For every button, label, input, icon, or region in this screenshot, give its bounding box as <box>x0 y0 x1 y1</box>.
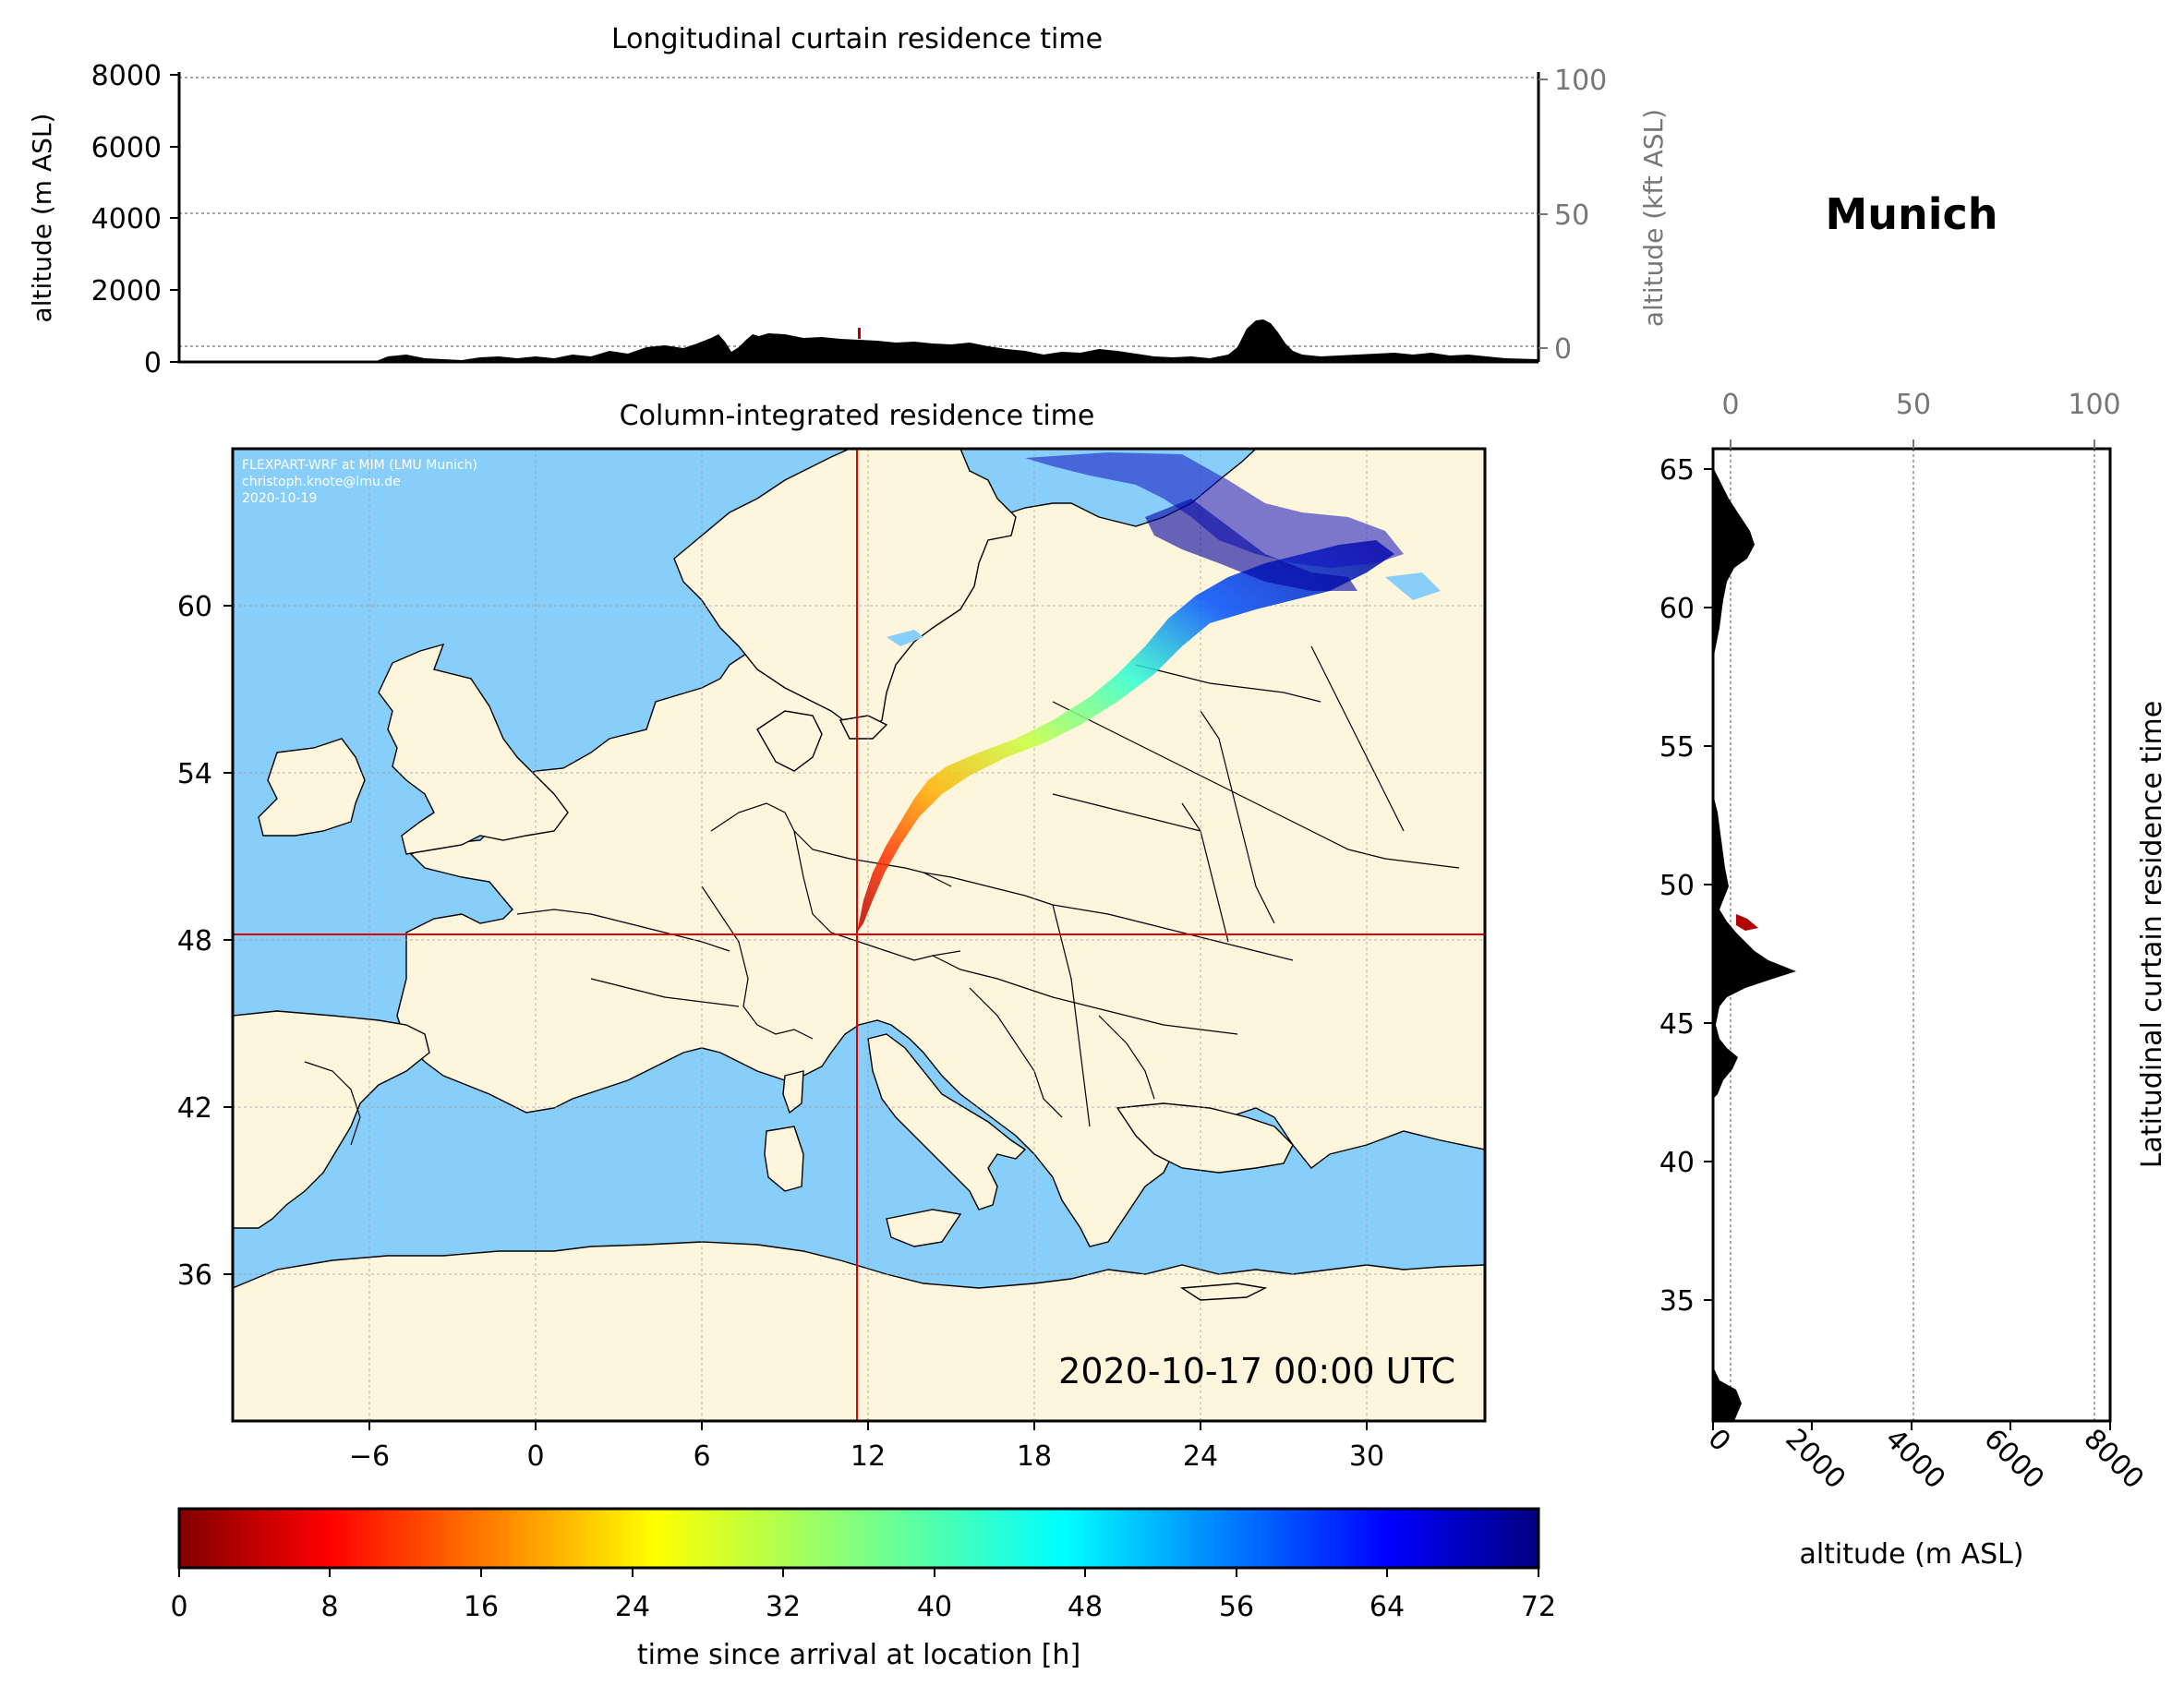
lat-curtain-xtick: 6000 <box>1977 1423 2050 1496</box>
colorbar-tick: 48 <box>1068 1591 1103 1623</box>
lat-curtain-xtick: 8000 <box>2077 1423 2150 1496</box>
lon-curtain-ytick-right: 100 <box>1554 65 1607 97</box>
credit-line: FLEXPART-WRF at MIM (LMU Munich) <box>242 458 477 473</box>
map-ytick: 54 <box>177 758 212 790</box>
colorbar-tick: 32 <box>766 1591 801 1623</box>
map-panel: Column-integrated residence time <box>177 400 1487 1473</box>
colorbar: 0 8 16 24 32 40 48 56 64 72 time since a… <box>170 1507 1556 1671</box>
map-xtick: 12 <box>851 1440 886 1473</box>
map-xtick: 24 <box>1183 1440 1218 1473</box>
lat-curtain-xlabel: altitude (m ASL) <box>1799 1538 2023 1571</box>
lat-curtain-title: Latitudinal curtain residence time <box>2136 701 2168 1168</box>
lat-curtain-top-tick: 50 <box>1896 389 1931 421</box>
lon-curtain-ytick-right: 0 <box>1554 333 1572 366</box>
lon-curtain-ytick: 6000 <box>91 132 162 164</box>
land-masses <box>233 449 1485 1421</box>
longitudinal-curtain-panel: Longitudinal curtain residence time 8000… <box>27 23 1669 379</box>
map-credit: FLEXPART-WRF at MIM (LMU Munich) christo… <box>242 458 477 506</box>
lat-curtain-ytick: 55 <box>1659 731 1695 764</box>
colorbar-tick: 56 <box>1219 1591 1254 1623</box>
lon-curtain-ylabel-right: altitude (kft ASL) <box>1638 109 1669 327</box>
map-xtick: 0 <box>526 1440 544 1473</box>
lat-curtain-xtick: 4000 <box>1878 1423 1951 1496</box>
lon-curtain-ytick: 4000 <box>91 203 162 235</box>
map-ytick: 36 <box>177 1259 212 1292</box>
map-timestamp: 2020-10-17 00:00 UTC <box>1058 1351 1455 1391</box>
terrain-profile-lat <box>1713 467 1796 1421</box>
map-ytick: 42 <box>177 1092 212 1125</box>
map-xtick: 30 <box>1349 1440 1384 1473</box>
location-title: Munich <box>1825 189 1997 239</box>
colorbar-tick: 40 <box>917 1591 952 1623</box>
map-ytick: 48 <box>177 925 212 957</box>
lon-curtain-ylabel-left: altitude (m ASL) <box>27 114 57 323</box>
lon-curtain-ytick: 0 <box>144 347 162 379</box>
map-xtick: 6 <box>693 1440 710 1473</box>
lon-curtain-ytick-right: 50 <box>1554 199 1589 232</box>
colorbar-gradient <box>177 1507 1540 1570</box>
lat-curtain-ytick: 60 <box>1659 593 1695 625</box>
map-ytick: 60 <box>177 591 212 623</box>
latitudinal-curtain-panel: 65 60 55 50 45 40 35 0 50 100 0 <box>1659 389 2168 1571</box>
lat-curtain-ytick: 40 <box>1659 1147 1695 1179</box>
lat-curtain-top-tick: 0 <box>1721 389 1739 421</box>
residence-time-plume <box>857 452 1404 933</box>
colorbar-tick: 0 <box>170 1591 187 1623</box>
credit-line: 2020-10-19 <box>242 491 317 506</box>
colorbar-tick: 16 <box>464 1591 499 1623</box>
lon-curtain-ytick: 2000 <box>91 275 162 307</box>
lat-curtain-ytick: 35 <box>1659 1285 1695 1318</box>
lat-curtain-ytick: 65 <box>1659 454 1695 487</box>
colorbar-label: time since arrival at location [h] <box>637 1639 1080 1671</box>
lat-curtain-ytick: 45 <box>1659 1008 1695 1041</box>
lon-curtain-ytick: 8000 <box>91 60 162 92</box>
longitudinal-curtain-title: Longitudinal curtain residence time <box>611 23 1103 55</box>
lat-curtain-xtick: 2000 <box>1779 1423 1852 1496</box>
colorbar-tick: 24 <box>615 1591 650 1623</box>
country-borders <box>304 645 1460 1146</box>
lat-curtain-top-tick: 100 <box>2068 389 2120 421</box>
map-title: Column-integrated residence time <box>620 400 1095 432</box>
colorbar-tick: 72 <box>1521 1591 1556 1623</box>
colorbar-tick: 8 <box>320 1591 338 1623</box>
release-site-crosshair <box>233 449 1485 1421</box>
lat-curtain-xtick: 0 <box>1701 1423 1736 1458</box>
map-xtick: 18 <box>1017 1440 1052 1473</box>
terrain-profile-lon <box>179 319 1538 362</box>
colorbar-tick: 64 <box>1370 1591 1405 1623</box>
lat-curtain-ytick: 50 <box>1659 870 1695 902</box>
credit-line: christoph.knote@lmu.de <box>242 475 401 489</box>
map-xtick: −6 <box>349 1440 390 1473</box>
